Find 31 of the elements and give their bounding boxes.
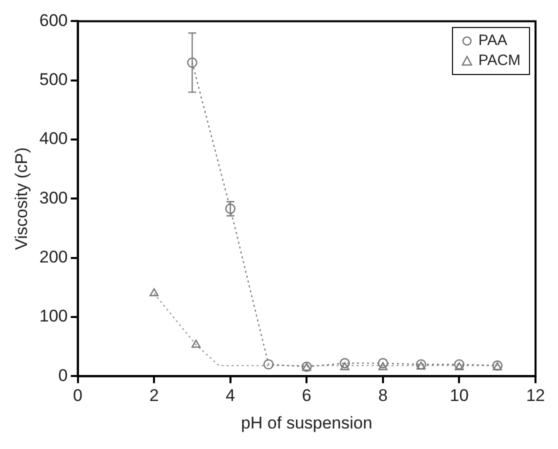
point xyxy=(263,359,274,370)
point xyxy=(340,358,350,368)
y-tick-label: 200 xyxy=(39,248,68,267)
point xyxy=(378,358,388,368)
y-tick-label: 300 xyxy=(39,188,68,208)
y-tick-label: 600 xyxy=(39,10,68,30)
point xyxy=(454,362,464,370)
x-tick-label: 4 xyxy=(226,386,236,406)
point xyxy=(454,359,464,370)
x-tick-label: 10 xyxy=(450,386,469,406)
x-axis-title: pH of suspension xyxy=(240,413,372,432)
point xyxy=(225,204,236,214)
y-tick-label: 500 xyxy=(39,70,68,90)
y-tick-label: 400 xyxy=(39,129,68,148)
x-tick-label: 6 xyxy=(302,386,312,406)
legend-label: PACM xyxy=(478,51,521,72)
x-tick-label: 8 xyxy=(378,386,388,406)
x-tick-label: 12 xyxy=(526,386,546,406)
y-tick-label: 0 xyxy=(58,366,68,385)
x-tick-label: 2 xyxy=(149,386,159,406)
point xyxy=(340,362,350,370)
point xyxy=(416,359,426,370)
point xyxy=(150,288,159,296)
point xyxy=(187,57,198,68)
legend-label: PAA xyxy=(478,31,508,52)
y-tick-label: 100 xyxy=(39,306,68,326)
x-tick-label: 0 xyxy=(73,386,82,406)
point xyxy=(416,362,426,370)
point xyxy=(378,362,388,370)
y-axis-title: Viscosity (cP) xyxy=(12,147,31,250)
point xyxy=(191,340,201,348)
